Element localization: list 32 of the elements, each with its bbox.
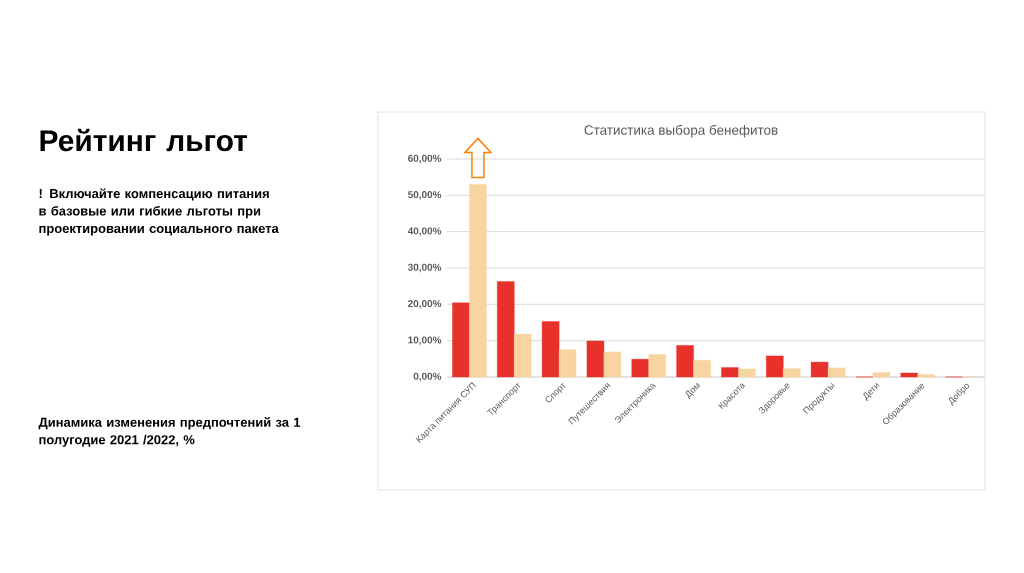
bar	[603, 351, 622, 378]
bar	[766, 355, 784, 378]
y-tick-label: 20,00%	[408, 300, 442, 309]
bar	[827, 367, 846, 378]
text: ! Включайте компенсацию питания в базовые или гибкие льготы при проектировании социального пакета	[39, 188, 279, 236]
y-tick-label: 0,00%	[413, 372, 442, 382]
bar	[541, 321, 560, 378]
bar	[452, 302, 470, 378]
bar	[514, 333, 532, 378]
y-tick-label: 10,00%	[408, 336, 442, 345]
bar	[783, 368, 801, 378]
bar	[631, 358, 649, 378]
bar	[738, 368, 756, 378]
y-tick-label: 30,00%	[407, 263, 442, 273]
bar	[917, 374, 935, 378]
bar	[872, 372, 891, 378]
bar	[469, 184, 487, 378]
chart-title: Статистика выбора бенефитов	[584, 124, 778, 138]
bar	[497, 281, 515, 378]
y-tick-label: 60,00%	[408, 154, 442, 164]
bar	[693, 360, 711, 378]
bar	[586, 340, 605, 378]
text: Динамика изменения предпочтений за 1 полугодие 2021 /2022, %	[38, 417, 301, 447]
text: Рейтинг льгот	[40, 128, 247, 152]
bar	[721, 367, 739, 378]
y-tick-label: 40,00%	[407, 227, 442, 236]
bar	[558, 349, 577, 378]
y-tick-label: 50,00%	[408, 191, 442, 200]
bar	[648, 354, 666, 378]
bar	[810, 361, 829, 378]
bar	[676, 345, 694, 378]
bar	[900, 372, 918, 378]
